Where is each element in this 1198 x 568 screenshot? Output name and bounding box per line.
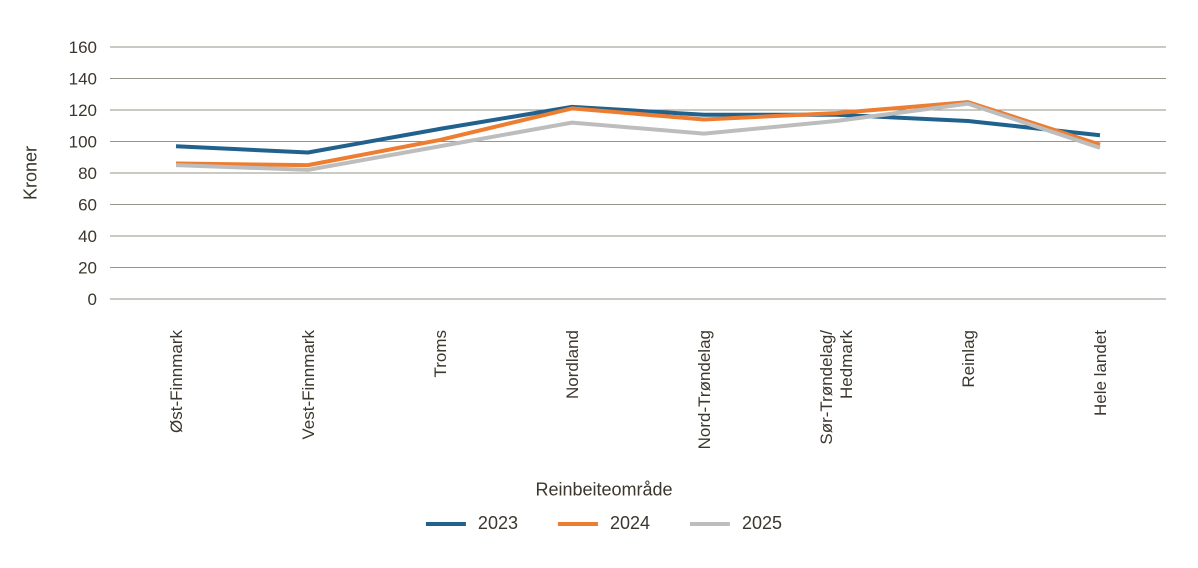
y-tick-label-160: 160 (69, 38, 97, 57)
series-line-2025 (175, 101, 1101, 172)
y-tick-label-20: 20 (78, 259, 97, 278)
y-tick-label-60: 60 (78, 196, 97, 215)
legend-label: 2024 (609, 513, 651, 533)
legend-item-2024: 2024 (557, 513, 651, 534)
legend-label: 2023 (477, 513, 518, 533)
legend-label: 2025 (742, 513, 783, 533)
legend-swatch-2023 (425, 521, 466, 526)
y-tick-label-120: 120 (69, 101, 97, 120)
x-axis-title: Reinbeiteområde (535, 479, 673, 500)
x-tick-label-3: Nordland (563, 330, 582, 399)
y-tick-label-100: 100 (69, 133, 97, 152)
y-tick-label-40: 40 (78, 227, 97, 246)
y-tick-label-0: 0 (88, 290, 97, 309)
x-tick-label-7: Hele landet (1091, 330, 1110, 416)
x-tick-label-1: Vest-Finnmark (299, 330, 318, 440)
y-tick-label-140: 140 (69, 70, 97, 89)
x-tick-label-2: Troms (431, 330, 450, 378)
legend-swatch-2025 (690, 521, 731, 526)
x-tick-label-5-line0: Sør-Trøndelag/ (817, 330, 836, 445)
legend-item-2025: 2025 (690, 513, 782, 534)
legend-item-2023: 2023 (425, 513, 518, 534)
series-line-2024 (175, 100, 1101, 168)
legend: 2023 2024 2025 (425, 513, 782, 534)
x-tick-label-5-line1: Hedmark (837, 330, 856, 399)
x-tick-label-4: Nord-Trøndelag (695, 330, 714, 449)
y-tick-label-80: 80 (78, 164, 97, 183)
y-axis-title: Kroner (20, 145, 41, 201)
series-line-2023 (175, 104, 1101, 155)
x-tick-label-6: Reinlag (959, 330, 978, 388)
legend-swatch-2024 (557, 521, 598, 526)
x-tick-label-0: Øst-Finnmark (167, 330, 186, 433)
